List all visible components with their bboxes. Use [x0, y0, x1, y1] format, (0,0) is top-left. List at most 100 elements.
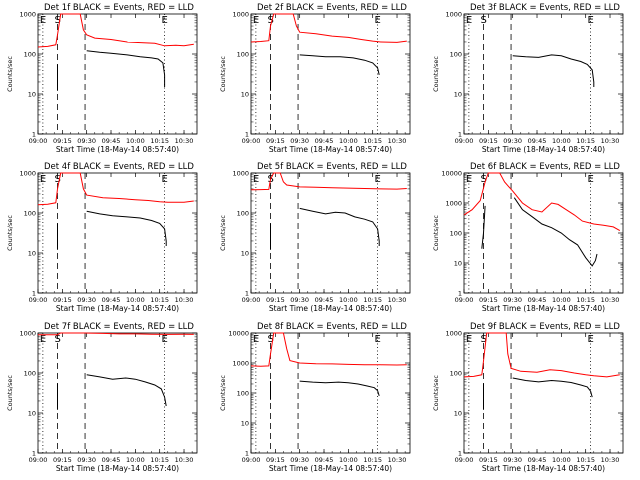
lld-series-line	[463, 172, 621, 232]
chart-title: Det 2f BLACK = Events, RED = LLD	[257, 3, 407, 13]
panel-3: Det 3f BLACK = Events, RED = LLD 09:00 09:…	[432, 3, 624, 154]
x-tick-label: 10:00	[552, 456, 571, 464]
marker-label: E	[375, 174, 381, 185]
y-axis-label: Counts/sec	[432, 215, 440, 251]
marker-label: E	[588, 334, 594, 345]
y-tick-label: 1	[245, 290, 249, 298]
x-tick-label: 09:30	[503, 137, 522, 145]
y-tick-label: 10000	[441, 170, 462, 178]
x-axis-label: Start Time (18-May-14 08:57:40)	[482, 464, 605, 473]
x-tick-label: 09:45	[102, 296, 121, 304]
events-series-line	[86, 374, 167, 407]
y-axis-label: Counts/sec	[219, 56, 227, 92]
x-tick-label: 10:00	[339, 137, 358, 145]
lld-series-line	[37, 13, 194, 48]
y-axis-label: Counts/sec	[219, 215, 227, 251]
lld-series-line	[250, 172, 407, 191]
panel-8: Det 8f BLACK = Events, RED = LLD 09:00 09:…	[219, 322, 411, 473]
y-tick-label: 1	[32, 450, 36, 458]
marker-label: E	[162, 334, 168, 345]
x-tick-label: 09:00	[29, 456, 48, 464]
plot-frame	[37, 13, 198, 135]
y-axis-label: Counts/sec	[432, 56, 440, 92]
lld-series-line	[250, 332, 407, 367]
events-series-line	[513, 197, 598, 267]
lld-series-line	[463, 332, 620, 378]
marker-label: E	[40, 334, 46, 345]
panel-5: Det 5f BLACK = Events, RED = LLD 09:00 09:…	[219, 162, 411, 313]
x-tick-label: 09:00	[242, 137, 261, 145]
events-series-line	[299, 380, 380, 397]
chart-title: Det 7f BLACK = Events, RED = LLD	[44, 322, 194, 332]
plot-frame	[463, 172, 624, 294]
y-tick-label: 10	[454, 91, 462, 99]
y-tick-label: 1	[458, 131, 462, 139]
marker-label: S	[480, 15, 486, 26]
x-tick-label: 10:30	[388, 456, 407, 464]
x-tick-label: 10:30	[175, 137, 194, 145]
x-axis-label: Start Time (18-May-14 08:57:40)	[56, 464, 179, 473]
x-tick-label: 10:00	[552, 137, 571, 145]
panel-2: Det 2f BLACK = Events, RED = LLD 09:00 09:…	[219, 3, 411, 154]
x-tick-label: 09:15	[53, 296, 72, 304]
x-tick-label: 09:30	[503, 296, 522, 304]
x-tick-label: 09:15	[266, 296, 285, 304]
y-tick-label: 1000	[445, 200, 462, 208]
y-tick-label: 1000	[19, 330, 36, 338]
events-series-line	[86, 210, 167, 246]
plot-frame	[250, 332, 411, 454]
y-tick-label: 1	[32, 290, 36, 298]
x-tick-label: 09:15	[266, 456, 285, 464]
y-tick-label: 1	[458, 290, 462, 298]
marker-label: S	[54, 15, 60, 26]
x-tick-label: 09:45	[102, 456, 121, 464]
y-tick-label: 10000	[228, 330, 249, 338]
x-tick-label: 10:30	[601, 296, 620, 304]
y-axis-label: Counts/sec	[432, 375, 440, 411]
chart-title: Det 1f BLACK = Events, RED = LLD	[44, 3, 194, 13]
marker-label: E	[40, 174, 46, 185]
x-tick-label: 10:15	[363, 137, 382, 145]
x-tick-label: 09:45	[315, 296, 334, 304]
chart-title: Det 4f BLACK = Events, RED = LLD	[44, 162, 194, 172]
chart-title: Det 3f BLACK = Events, RED = LLD	[470, 3, 620, 13]
x-tick-label: 10:00	[339, 296, 358, 304]
x-tick-label: 09:45	[315, 456, 334, 464]
panel-9: Det 9f BLACK = Events, RED = LLD 09:00 09:…	[432, 322, 624, 473]
y-tick-label: 10	[241, 91, 249, 99]
x-tick-label: 09:00	[455, 456, 474, 464]
panel-1: Det 1f BLACK = Events, RED = LLD 09:00 09:…	[6, 3, 198, 154]
marker-label: E	[40, 15, 46, 26]
plot-frame	[463, 13, 624, 135]
y-tick-label: 1	[245, 131, 249, 139]
lld-series-line	[38, 332, 194, 336]
plot-frame	[463, 332, 624, 454]
y-tick-label: 1000	[445, 330, 462, 338]
x-tick-label: 09:30	[77, 137, 96, 145]
chart-title: Det 5f BLACK = Events, RED = LLD	[257, 162, 407, 172]
marker-label: E	[588, 15, 594, 26]
x-tick-label: 10:15	[150, 456, 169, 464]
y-tick-label: 100	[450, 230, 462, 238]
marker-label: S	[480, 334, 486, 345]
panel-7: Det 7f BLACK = Events, RED = LLD 09:00 09:…	[6, 322, 198, 473]
y-tick-label: 1000	[19, 11, 36, 19]
y-tick-label: 1	[458, 450, 462, 458]
marker-label: S	[267, 334, 273, 345]
x-axis-label: Start Time (18-May-14 08:57:40)	[482, 145, 605, 154]
chart-title: Det 9f BLACK = Events, RED = LLD	[470, 322, 620, 332]
y-axis-label: Counts/sec	[219, 375, 227, 411]
chart-title: Det 8f BLACK = Events, RED = LLD	[257, 322, 407, 332]
marker-label: E	[253, 15, 259, 26]
plot-frame	[250, 13, 411, 135]
x-axis-label: Start Time (18-May-14 08:57:40)	[269, 464, 392, 473]
y-tick-label: 10	[28, 250, 36, 258]
x-tick-label: 09:45	[315, 137, 334, 145]
marker-label: E	[375, 334, 381, 345]
marker-label: S	[267, 15, 273, 26]
marker-label: E	[253, 174, 259, 185]
y-tick-label: 1	[32, 131, 36, 139]
x-tick-label: 09:45	[528, 137, 547, 145]
x-tick-label: 10:15	[363, 296, 382, 304]
